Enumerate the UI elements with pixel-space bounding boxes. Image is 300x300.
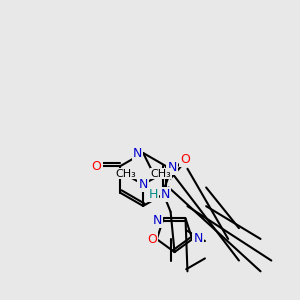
Text: N: N <box>133 147 142 161</box>
Text: O: O <box>92 160 102 173</box>
Text: O: O <box>147 233 157 246</box>
Text: H: H <box>148 188 158 201</box>
Text: CH₃: CH₃ <box>150 169 171 178</box>
Text: N: N <box>138 178 148 191</box>
Text: O: O <box>180 153 190 166</box>
Text: N: N <box>167 161 177 174</box>
Text: N: N <box>153 214 162 227</box>
Text: N: N <box>194 232 203 245</box>
Text: N: N <box>161 188 170 201</box>
Text: CH₃: CH₃ <box>115 169 136 178</box>
